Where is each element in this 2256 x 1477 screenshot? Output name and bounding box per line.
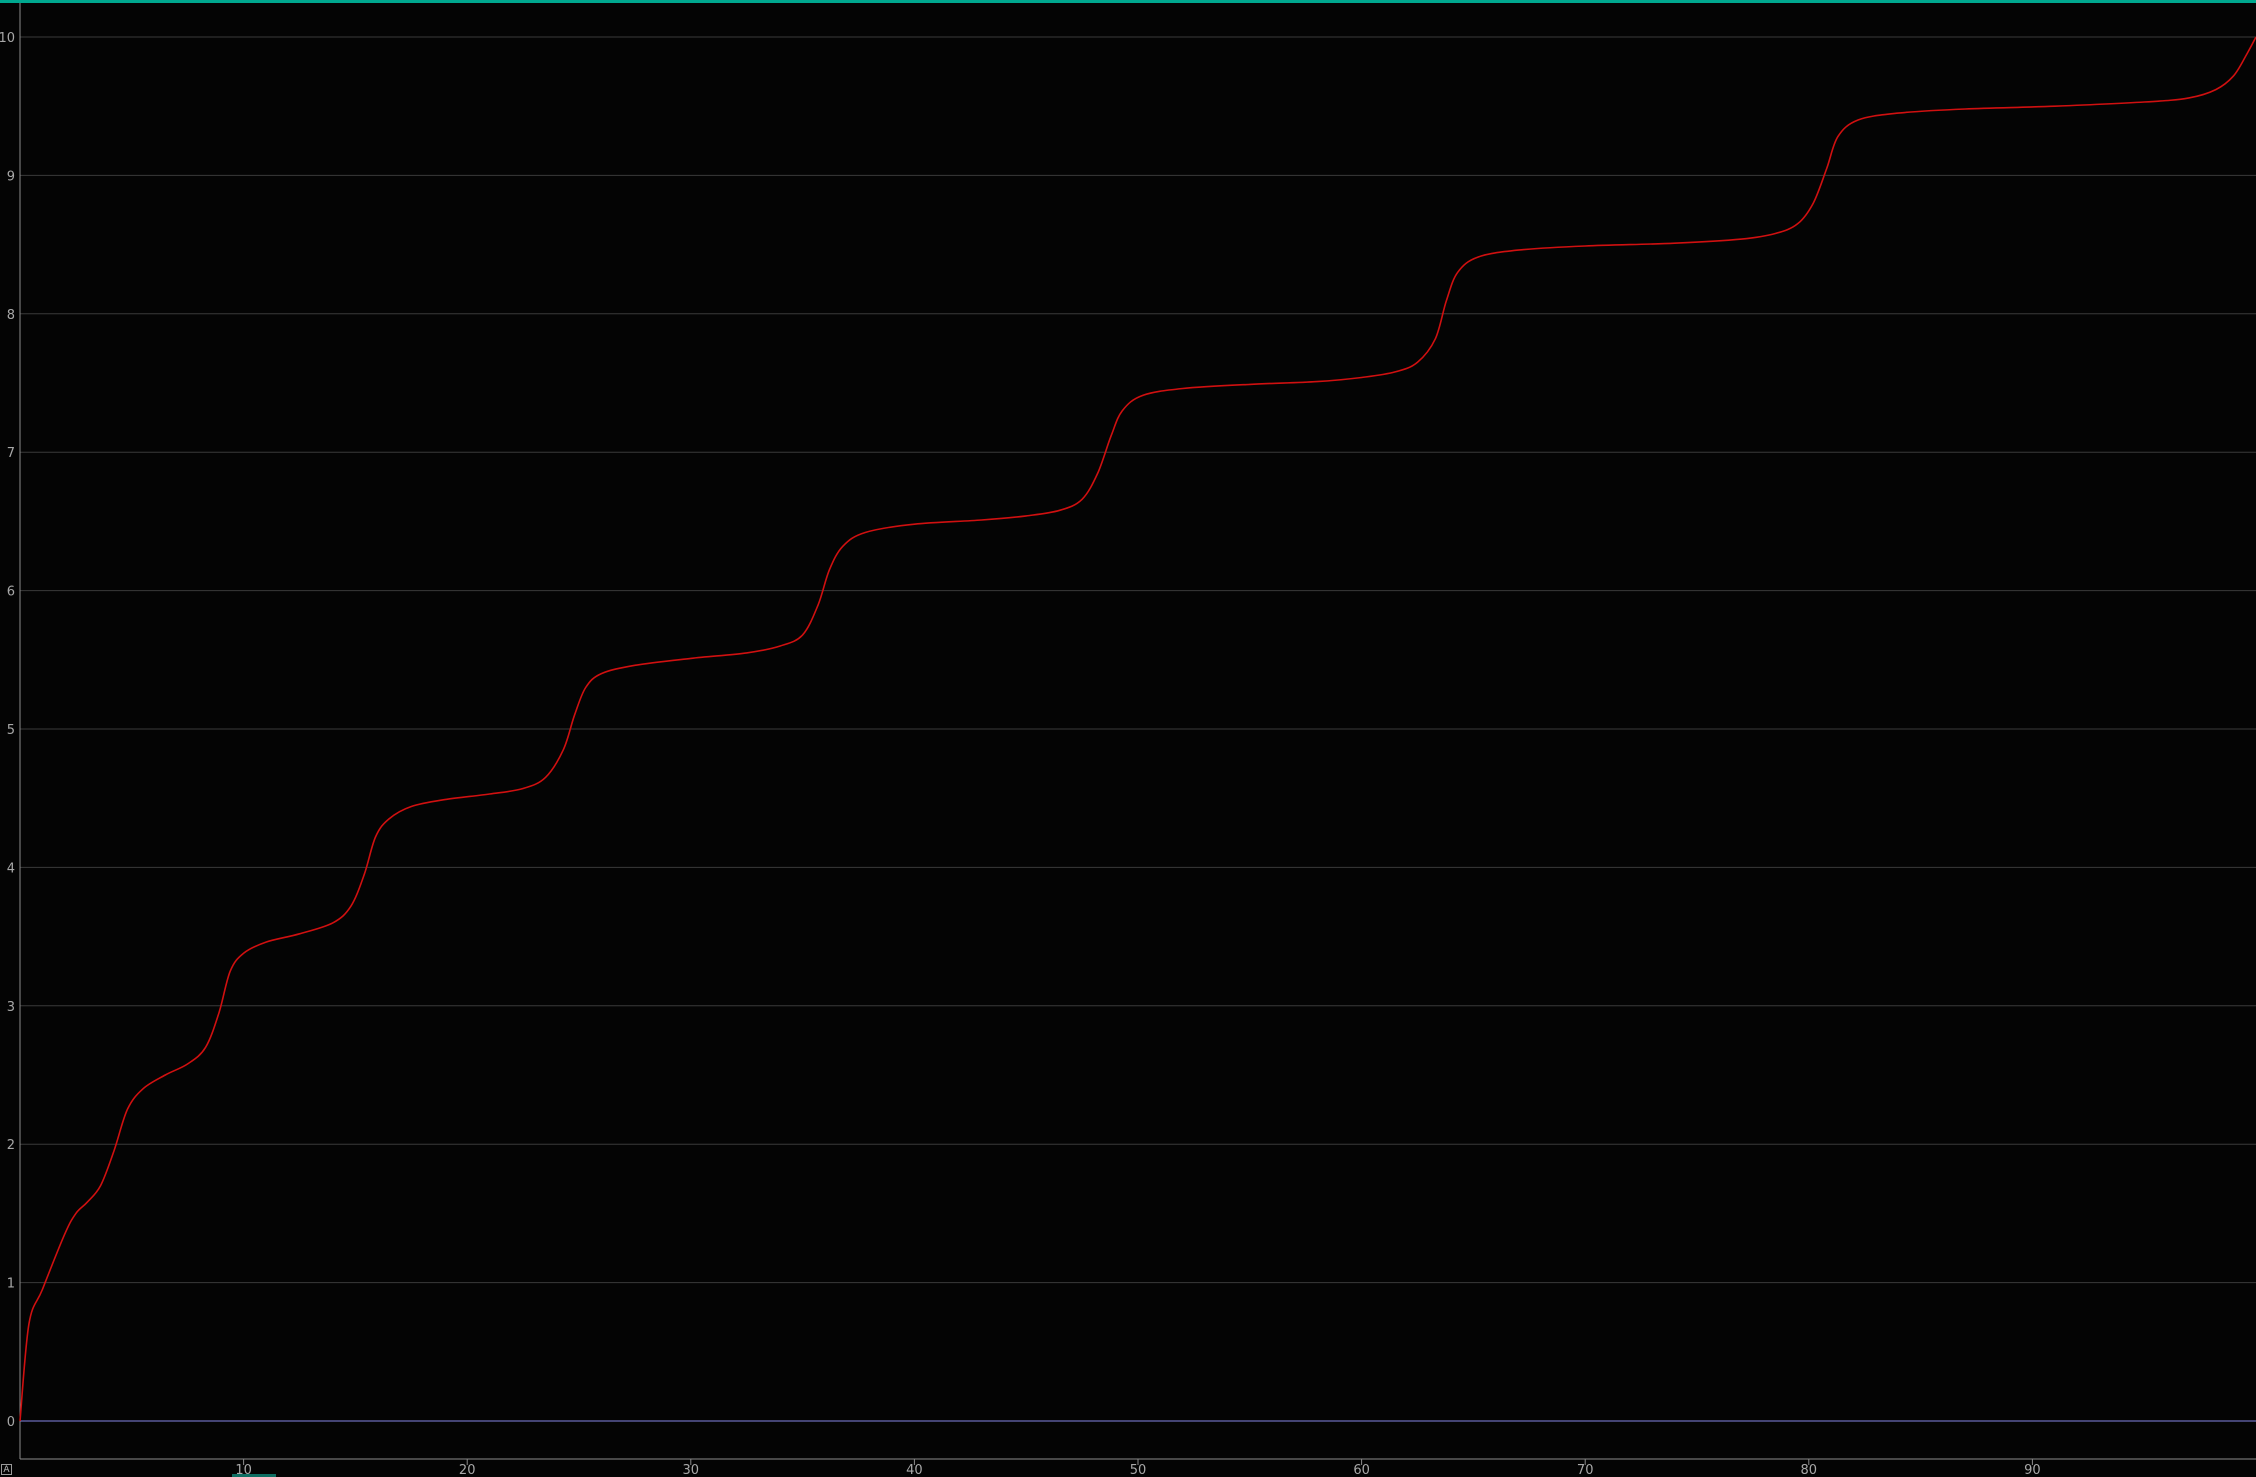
x-tick-label: 10 [235,1463,252,1477]
y-tick-label: 7 [7,446,15,461]
y-tick-label: 2 [7,1138,15,1153]
grid-lines [20,36,2256,1422]
y-tick-label: 4 [7,861,15,876]
x-tick-label: 50 [1130,1463,1147,1477]
x-tick-label: 40 [906,1463,923,1477]
series-layer [19,36,2256,1422]
y-tick-label: 3 [7,1000,15,1015]
x-tick-label: 80 [1801,1463,1818,1477]
x-tick-label: 20 [459,1463,476,1477]
y-tick-label: 5 [7,723,15,738]
x-tick-label: 70 [1577,1463,1594,1477]
x-tick-label: 90 [2024,1463,2041,1477]
y-tick-labels: 0 1 2 3 4 5 6 7 8 9 10 [0,31,15,1430]
y-tick-label: 9 [7,169,15,184]
axes [19,3,2256,1465]
y-tick-label: 0 [7,1415,15,1430]
y-tick-label: 10 [0,31,15,46]
y-tick-label: 6 [7,585,15,600]
x-tick-labels: 10 20 30 40 50 60 70 80 90 [235,1463,2040,1477]
corner-badge[interactable]: A [1,1464,12,1475]
y-tick-label: 8 [7,308,15,323]
series-line-0 [19,36,2256,1422]
cursor-marker [232,1474,276,1477]
x-tick-label: 30 [683,1463,700,1477]
y-tick-label: 1 [7,1277,15,1292]
x-tick-label: 60 [1353,1463,1370,1477]
top-accent-bar [0,0,2256,3]
